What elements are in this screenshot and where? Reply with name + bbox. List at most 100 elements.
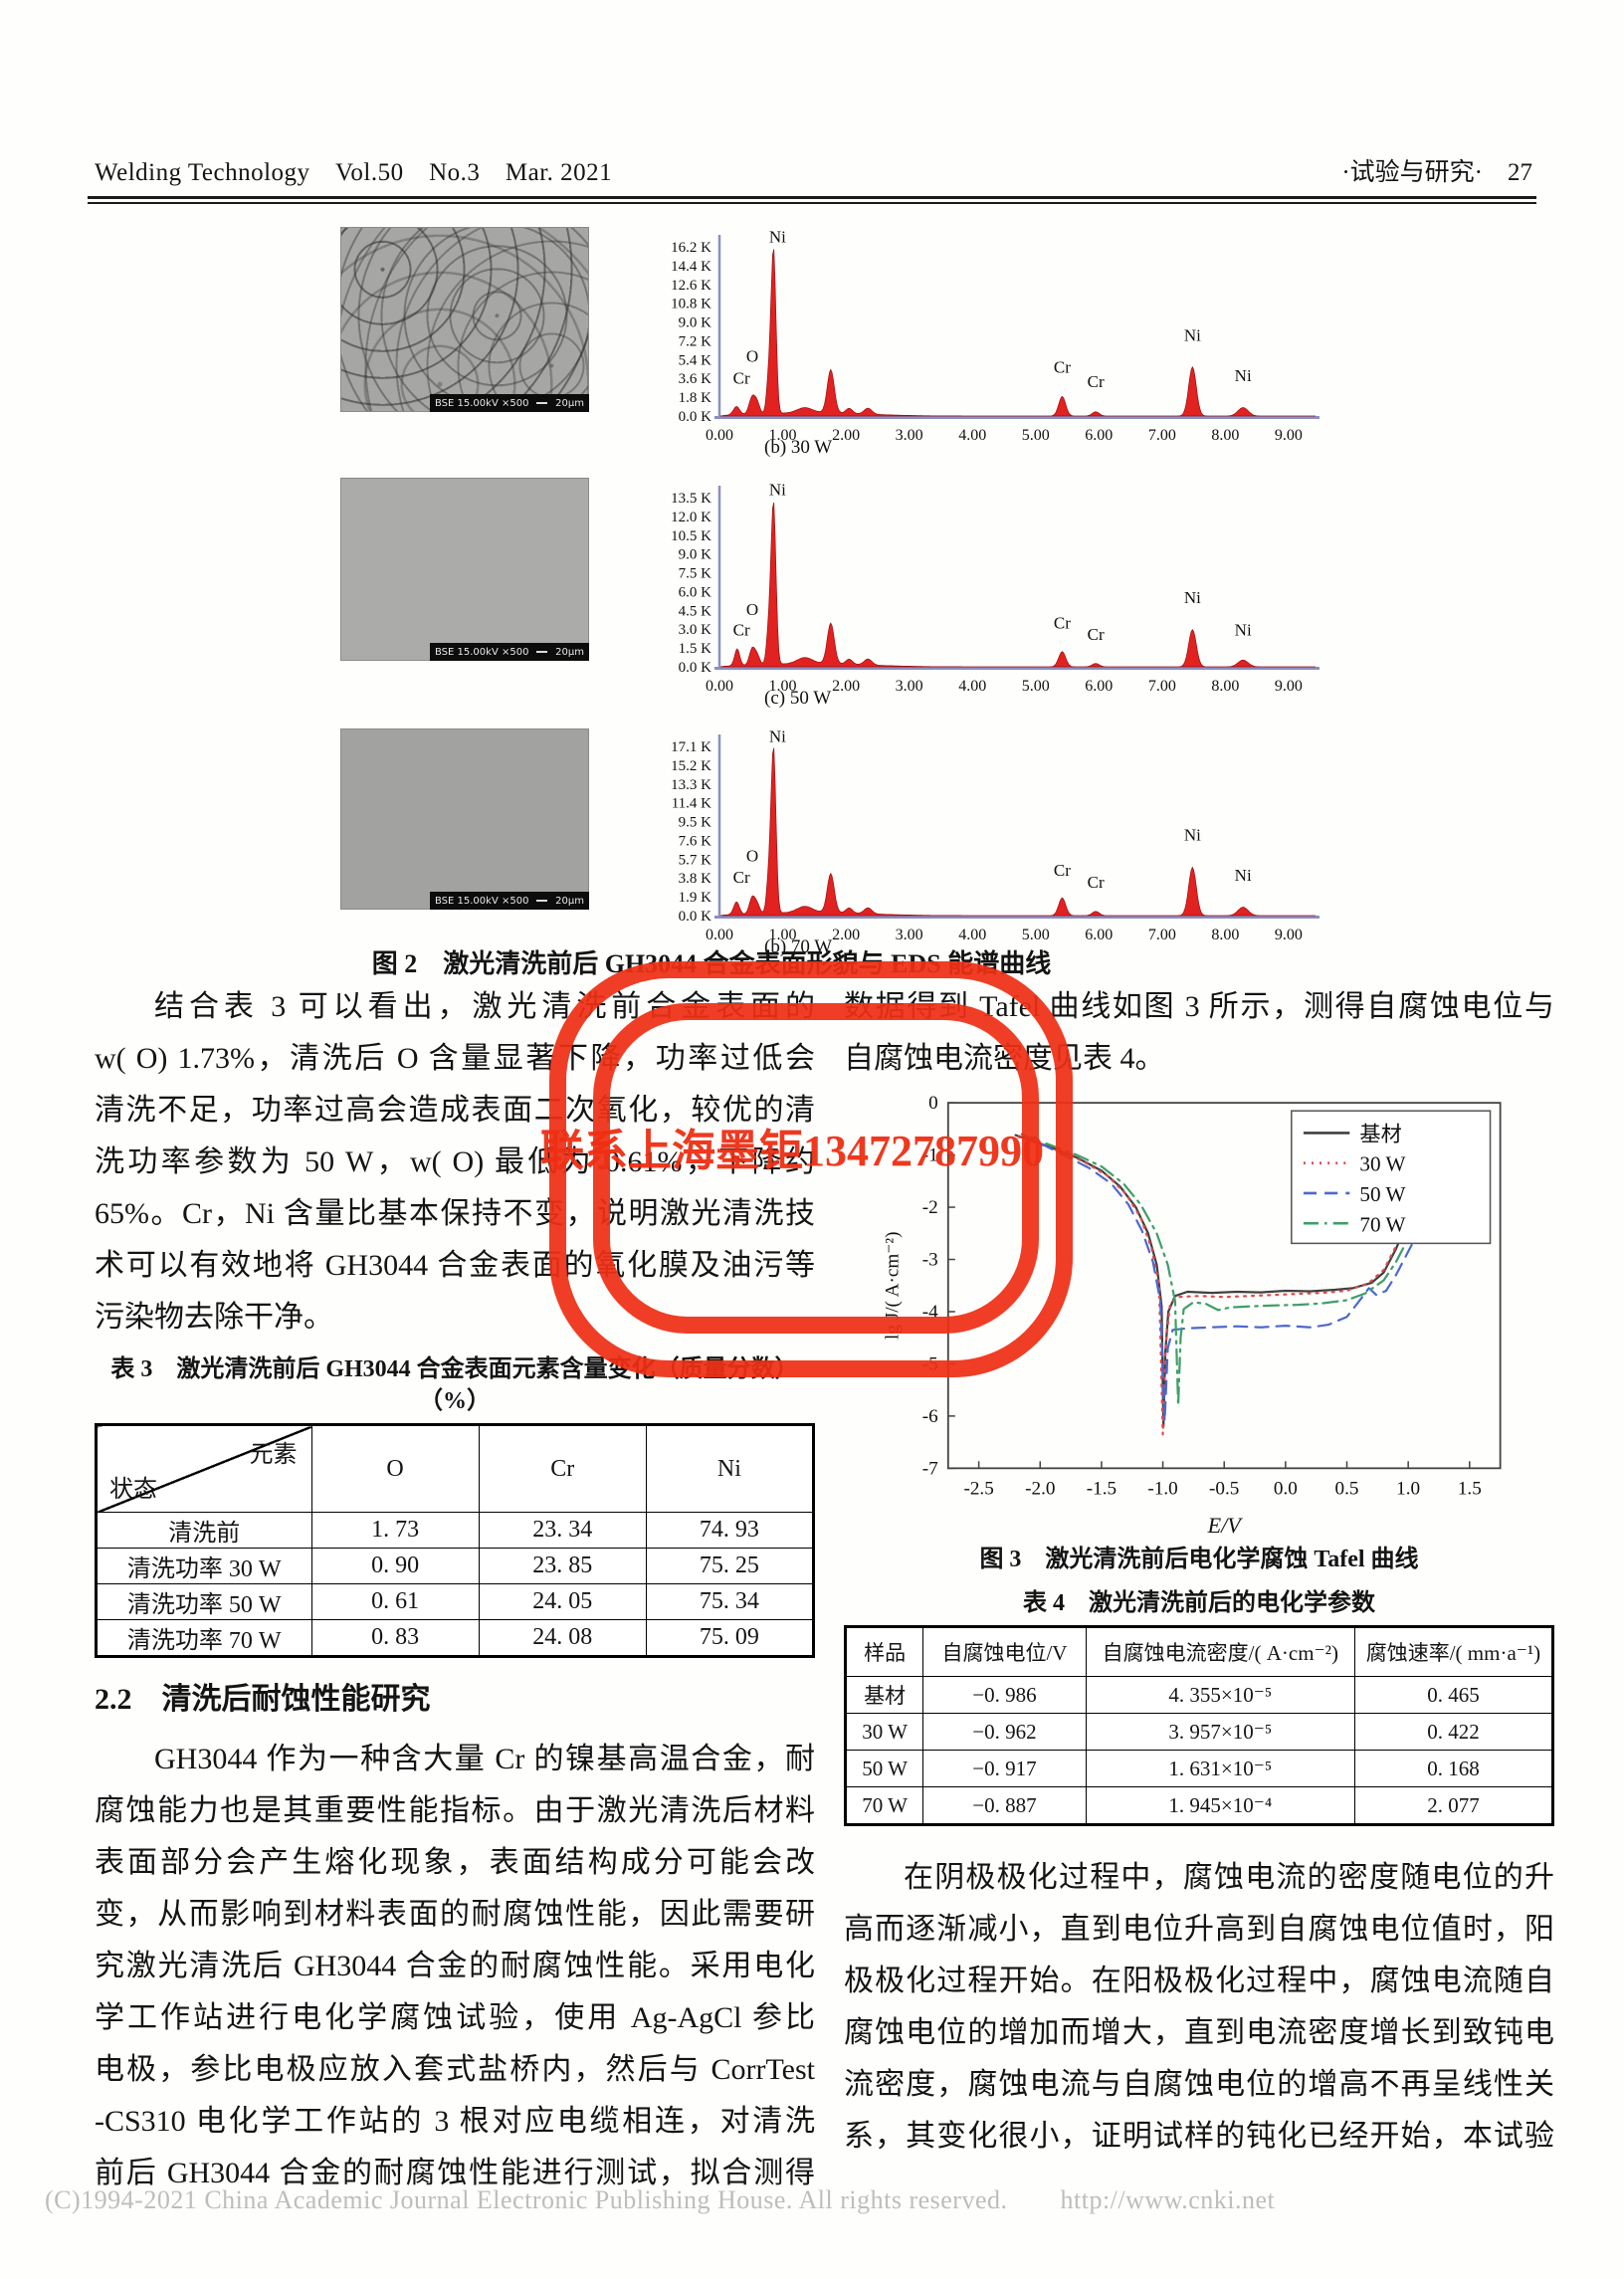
t3-cell: 75. 25 — [645, 1548, 815, 1584]
eds-xtick-label: 0.00 — [706, 678, 733, 695]
paragraph: 结合表 3 可以看出，激光清洗前合金表面的 w( O) 1.73%，清洗后 O 含… — [95, 981, 815, 1344]
tafel-series-50 W — [1020, 1133, 1443, 1423]
eds-xtick-label: 9.00 — [1275, 678, 1303, 695]
eds-spectrum-curve — [719, 249, 1316, 417]
t3-cell: 23. 85 — [478, 1548, 647, 1584]
text-line: -CS310 电化学工作站的 3 根对应电缆相连，对清洗 — [95, 2105, 815, 2138]
tafel-series-30 W — [1017, 1136, 1441, 1436]
header-rule — [88, 196, 1536, 199]
figure3-caption: 图 3 激光清洗前后电化学腐蚀 Tafel 曲线 — [979, 1547, 1419, 1572]
eds-xtick-label: 6.00 — [1085, 427, 1113, 444]
eds-xtick-label: 5.00 — [1022, 678, 1050, 695]
eds-ytick-label: 1.8 K — [679, 390, 712, 406]
text-line: 污染物去除干净。 — [95, 1301, 333, 1334]
header-rule-2 — [88, 202, 1536, 204]
t3-cell: 23. 34 — [478, 1512, 647, 1549]
right-column: 数据得到 Tafel 曲线如图 3 所示，测得自腐蚀电位与 自腐蚀电流密度见表 4… — [844, 981, 1554, 2163]
paragraph: 在阴极极化过程中，腐蚀电流的密度随电位的升 高而逐渐减小，直到电位升高到自腐蚀电位… — [844, 1852, 1554, 2163]
t4-cell: −0. 917 — [922, 1750, 1087, 1787]
eds-peak-label: Ni — [1184, 325, 1201, 344]
t4-cell: −0. 887 — [922, 1786, 1087, 1825]
text-line: 表面部分会产生熔化现象，表面结构成分可能会改 — [95, 1846, 815, 1879]
sem-micrograph-3: BSE 15.00kV ×500 20μm — [340, 728, 589, 910]
t3-cell: 0. 90 — [310, 1548, 480, 1584]
section-heading-2-2: 2.2 清洗后耐蚀性能研究 — [95, 1683, 431, 1716]
eds-ytick-label: 12.0 K — [671, 510, 711, 525]
eds-ytick-label: 9.5 K — [679, 815, 712, 831]
eds-xtick-label: 0.00 — [706, 927, 733, 943]
table3-corner-cell: 元素 状态 — [96, 1424, 312, 1513]
text-line: 学工作站进行电化学腐蚀试验，使用 Ag-AgCl 参比 — [95, 2001, 815, 2034]
table-row: 30 W −0. 962 3. 957×10⁻⁵ 0. 422 — [844, 1713, 1554, 1751]
t3-row-header: 清洗功率 70 W — [96, 1619, 312, 1657]
eds-xtick-label: 2.00 — [832, 427, 860, 444]
text-line: 清洗不足，功率过高会造成表面二次氧化，较优的清 — [95, 1094, 815, 1127]
eds-xtick-label: 6.00 — [1085, 678, 1113, 695]
t4-column-header: 腐蚀速率/( mm·a⁻¹) — [1353, 1626, 1554, 1677]
sem-scalebar: BSE 15.00kV ×500 20μm — [430, 892, 589, 910]
t3-cell: 0. 61 — [310, 1583, 480, 1620]
sem-scalebar-info: BSE 15.00kV ×500 — [435, 646, 529, 658]
eds-xtick-label: 0.00 — [706, 427, 733, 444]
table3-header-row: 元素 状态 O Cr Ni — [96, 1424, 815, 1513]
copyright-footer: (C)1994-2021 China Academic Journal Elec… — [45, 2185, 1276, 2214]
table-row: 清洗前 1. 73 23. 34 74. 93 — [96, 1512, 815, 1549]
table4-title: 表 4 激光清洗前后的电化学参数 — [1023, 1590, 1375, 1616]
watermark-stamp-inner-ring — [593, 1003, 1039, 1334]
tafel-xtick-label: -1.5 — [1087, 1479, 1116, 1500]
eds-spectrum-30w: 16.2 K 14.4 K 12.6 K 10.8 K 9.0 K 7.2 K 5.4 K 3… — [671, 228, 1320, 458]
t3-row-header: 清洗功率 50 W — [96, 1583, 312, 1620]
eds-peak-label: Ni — [1235, 366, 1252, 385]
t4-cell: 0. 422 — [1353, 1713, 1554, 1751]
eds-peak-label: Ni — [1184, 588, 1201, 607]
text-line: 高而逐渐减小，直到电位升高到自腐蚀电位值时，阳 — [844, 1913, 1554, 1946]
t3-cell: 0. 83 — [310, 1619, 480, 1657]
eds-ytick-label: 10.5 K — [671, 528, 711, 544]
eds-peak-label: Ni — [769, 480, 786, 499]
tafel-xtick-label: 1.0 — [1396, 1479, 1420, 1500]
t4-row-header: 基材 — [844, 1676, 924, 1714]
tafel-xtick-label: 0.0 — [1274, 1479, 1298, 1500]
tafel-ytick-label: -6 — [922, 1406, 938, 1427]
eds-ytick-label: 17.1 K — [671, 739, 711, 755]
t3-cell: 24. 08 — [478, 1619, 647, 1657]
eds-peak-label: Cr — [1088, 873, 1105, 892]
t4-row-header: 30 W — [844, 1713, 924, 1751]
tafel-xtick-label: -0.5 — [1209, 1479, 1239, 1500]
sem-scalebar-length: 20μm — [555, 646, 584, 658]
tafel-series-70 W — [1045, 1141, 1443, 1407]
tafel-legend-label: 50 W — [1359, 1182, 1405, 1206]
sem-scalebar-length: 20μm — [555, 397, 584, 409]
eds-ytick-label: 0.0 K — [679, 409, 712, 425]
eds-ytick-label: 3.0 K — [679, 622, 712, 638]
eds-ytick-label: 1.9 K — [679, 890, 712, 906]
page-number-header: ·试验与研究· 27 — [1341, 159, 1532, 186]
sem-scalebar-info: BSE 15.00kV ×500 — [435, 397, 529, 409]
eds-peak-label: Ni — [1184, 825, 1201, 844]
tafel-xtick-label: -2.0 — [1025, 1479, 1055, 1500]
eds-xtick-label: 7.00 — [1148, 678, 1176, 695]
t3-cell: 75. 09 — [645, 1619, 815, 1657]
table4-electrochemical-params: 样品 自腐蚀电位/V 自腐蚀电流密度/( A·cm⁻²) 腐蚀速率/( mm·a⁻¹)… — [844, 1625, 1554, 1826]
eds-peak-label: Cr — [733, 621, 750, 640]
eds-ytick-label: 9.0 K — [679, 547, 712, 563]
eds-ytick-label: 1.5 K — [679, 641, 712, 657]
t3-row-header: 清洗前 — [96, 1512, 312, 1549]
eds-xtick-label: 7.00 — [1148, 427, 1176, 444]
eds-peak-label: O — [746, 347, 758, 366]
t4-column-header: 自腐蚀电流密度/( A·cm⁻²) — [1085, 1626, 1355, 1677]
tafel-ytick-label: -1 — [922, 1145, 938, 1166]
tafel-xtick-label: -2.5 — [963, 1479, 993, 1500]
t3-cell: 75. 34 — [645, 1583, 815, 1620]
text-line: 腐蚀能力也是其重要性能指标。由于激光清洗后材料 — [95, 1794, 815, 1827]
eds-xtick-label: 4.00 — [958, 678, 986, 695]
eds-ytick-label: 5.7 K — [679, 852, 712, 868]
t3-cell: 1. 73 — [310, 1512, 480, 1549]
eds-xtick-label: 3.00 — [896, 427, 923, 444]
eds-spectrum-curve — [719, 502, 1316, 668]
tafel-legend-label: 30 W — [1359, 1152, 1405, 1176]
eds-ytick-label: 0.0 K — [679, 909, 712, 925]
eds-ytick-label: 13.5 K — [671, 491, 711, 507]
eds-xtick-label: 8.00 — [1211, 927, 1239, 943]
table-row: 清洗功率 30 W 0. 90 23. 85 75. 25 — [96, 1548, 815, 1584]
